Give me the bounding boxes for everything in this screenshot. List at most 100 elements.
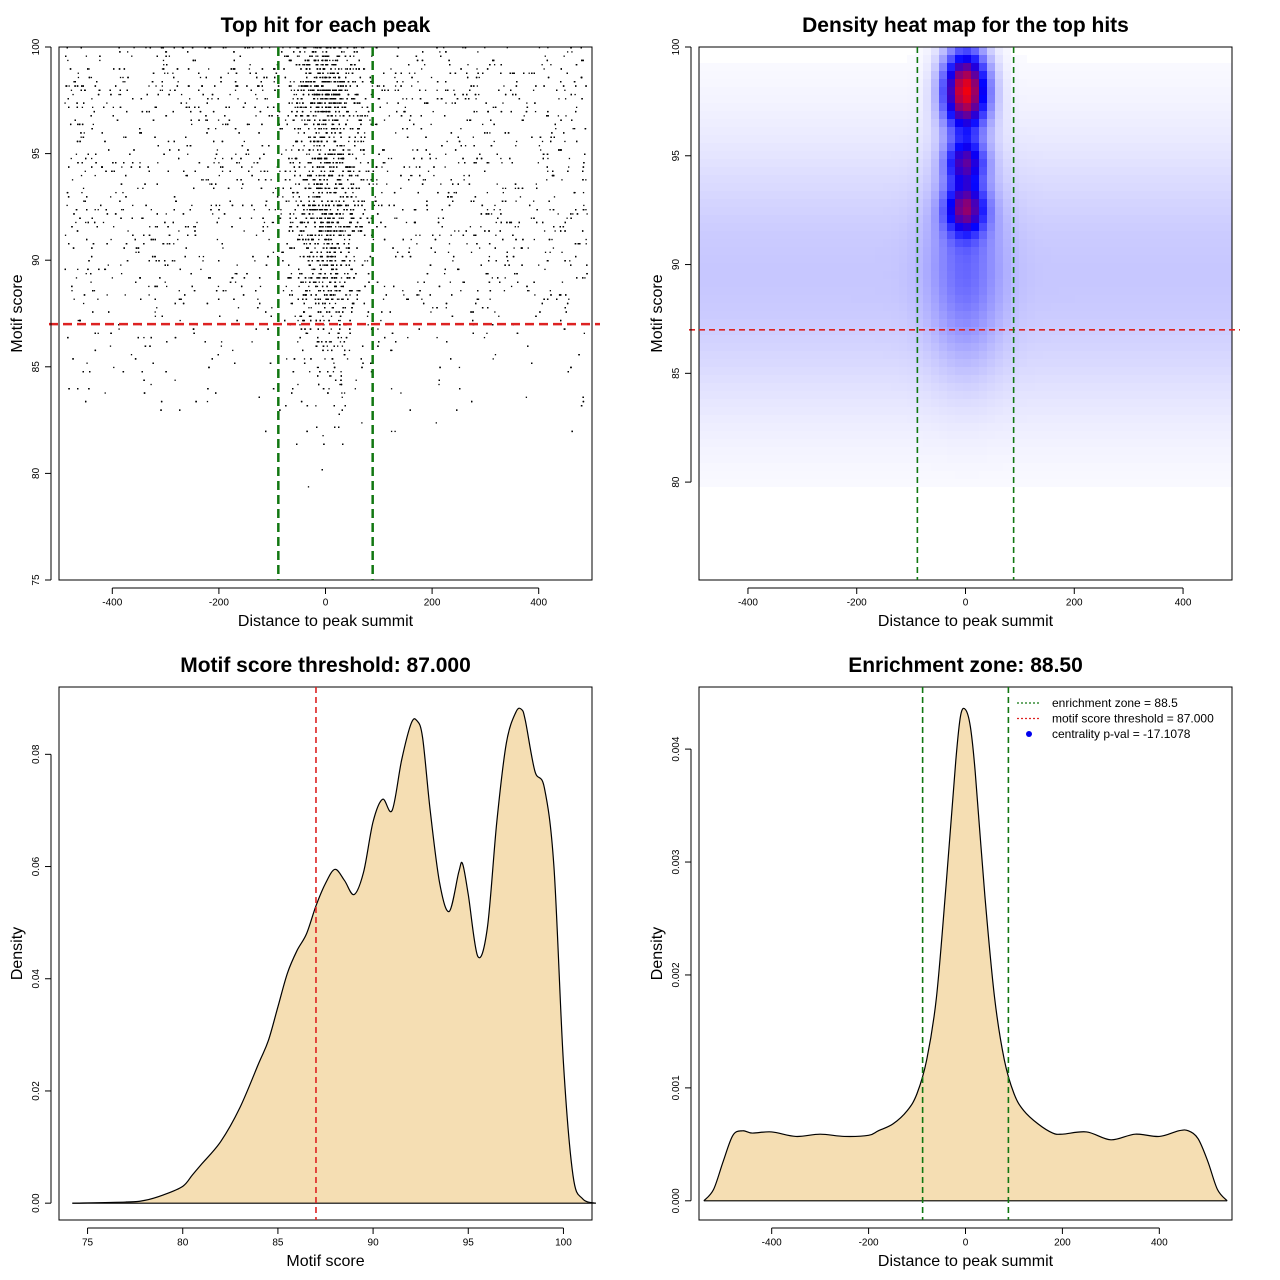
scatter-point: [342, 98, 344, 100]
scatter-point: [326, 115, 329, 117]
scatter-point: [366, 179, 368, 181]
scatter-point: [321, 102, 323, 104]
scatter-point: [557, 213, 559, 215]
scatter-point: [280, 209, 282, 211]
scatter-point: [383, 285, 386, 288]
scatter-point: [510, 285, 513, 288]
scatter-point: [237, 307, 240, 309]
scatter-point: [320, 76, 322, 79]
scatter-point: [235, 153, 237, 155]
scatter-point: [299, 324, 301, 326]
scatter-point: [347, 187, 350, 190]
scatter-point: [326, 76, 328, 79]
scatter-point: [488, 162, 490, 164]
scatter-point: [335, 191, 337, 194]
scatter-point: [64, 234, 67, 236]
scatter-point: [66, 204, 68, 207]
scatter-point: [316, 366, 319, 369]
scatter-point: [408, 247, 411, 249]
scatter-point: [68, 85, 70, 87]
scatter-point: [363, 153, 365, 155]
scatter-point: [320, 209, 323, 211]
scatter-point: [308, 153, 310, 155]
scatter-point: [253, 209, 255, 211]
scatter-point: [528, 72, 530, 74]
scatter-point: [161, 85, 163, 87]
scatter-point: [323, 110, 326, 113]
scatter-point: [541, 64, 543, 66]
scatter-point: [549, 251, 551, 253]
scatter-point: [80, 136, 82, 138]
scatter-point: [463, 174, 465, 177]
scatter-point: [462, 281, 464, 283]
scatter-point: [320, 110, 323, 113]
scatter-point: [218, 174, 220, 177]
scatter-point: [309, 371, 311, 373]
scatter-point: [371, 55, 373, 57]
scatter-point: [326, 238, 328, 241]
scatter-point: [412, 149, 414, 151]
scatter-point: [312, 213, 314, 215]
scatter-point: [285, 149, 287, 151]
scatter-point: [193, 226, 195, 228]
scatter-point: [563, 328, 565, 330]
scatter-point: [85, 221, 87, 224]
scatter-point: [384, 162, 386, 164]
scatter-point: [561, 179, 563, 181]
scatter-point: [554, 230, 556, 232]
scatter-point: [189, 98, 191, 100]
scatter-point: [322, 174, 324, 177]
scatter-point: [338, 55, 341, 57]
scatter-point: [333, 157, 335, 160]
scatter-point: [322, 315, 324, 317]
scatter-point: [424, 64, 426, 66]
scatter-point: [585, 238, 587, 241]
scatter-point: [124, 294, 126, 296]
scatter-point: [405, 98, 408, 100]
scatter-point: [557, 115, 560, 117]
scatter-point: [321, 59, 323, 62]
scatter-point: [115, 191, 117, 194]
scatter-point: [297, 383, 299, 386]
scatter-point: [64, 102, 66, 104]
scatter-point: [314, 196, 316, 198]
scatter-point: [259, 285, 262, 288]
scatter-point: [139, 162, 141, 164]
chart-title: Top hit for each peak: [221, 14, 431, 37]
scatter-point: [464, 145, 467, 147]
scatter-point: [346, 119, 349, 121]
scatter-point: [354, 98, 356, 100]
scatter-point: [308, 170, 311, 172]
scatter-point: [346, 358, 349, 360]
scatter-point: [327, 110, 329, 113]
scatter-point: [330, 375, 332, 377]
scatter-point: [352, 115, 355, 117]
scatter-point: [310, 187, 312, 190]
scatter-point: [317, 366, 319, 369]
scatter-point: [439, 234, 441, 236]
scatter-point: [363, 68, 366, 70]
scatter-point: [341, 85, 343, 87]
scatter-point: [331, 102, 333, 104]
scatter-point: [198, 255, 200, 258]
scatter-point: [359, 170, 361, 172]
scatter-point: [343, 392, 346, 394]
scatter-point: [335, 115, 337, 117]
scatter-point: [332, 123, 335, 126]
scatter-point: [218, 162, 220, 164]
scatter-point: [350, 166, 352, 168]
scatter-point: [120, 272, 123, 275]
scatter-point: [335, 200, 337, 202]
scatter-point: [566, 217, 568, 219]
scatter-point: [274, 209, 276, 211]
scatter-point: [311, 268, 313, 271]
scatter-point: [585, 179, 587, 181]
scatter-point: [440, 183, 442, 185]
scatter-point: [82, 187, 85, 190]
scatter-point: [294, 315, 296, 317]
scatter-point: [326, 345, 328, 347]
scatter-point: [187, 153, 189, 155]
scatter-point: [338, 217, 340, 219]
scatter-point: [97, 209, 99, 211]
scatter-point: [315, 174, 318, 177]
